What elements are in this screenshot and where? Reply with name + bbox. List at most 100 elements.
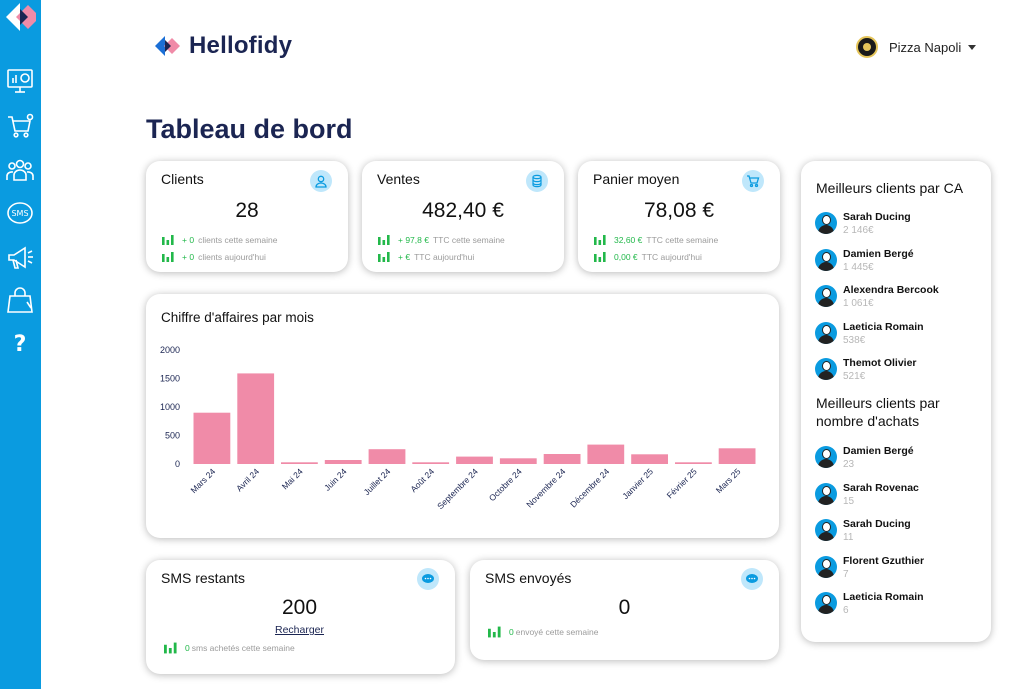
client-value: 11 — [843, 532, 854, 543]
list-item[interactable]: Sarah Ducing 11 — [815, 518, 911, 545]
list-item[interactable]: Alexendra Bercook 1 061€ — [815, 284, 939, 311]
stat-value: + 0 — [182, 252, 195, 262]
card-title: Clients — [161, 171, 204, 187]
x-tick-label: Novembre 24 — [524, 466, 567, 509]
chart-title: Chiffre d'affaires par mois — [161, 310, 314, 325]
x-tick-label: Mars 24 — [189, 466, 218, 495]
client-name: Alexendra Bercook — [843, 284, 939, 296]
chart-bar[interactable] — [368, 449, 406, 464]
client-value: 521€ — [843, 371, 866, 382]
list-item[interactable]: Damien Bergé 1 445€ — [815, 248, 914, 275]
brand[interactable]: Hellofidy — [155, 32, 292, 60]
client-name: Sarah Rovenac — [843, 482, 919, 494]
user-icon — [310, 170, 332, 192]
client-name: Laeticia Romain — [843, 321, 924, 333]
y-tick-label: 1000 — [160, 402, 180, 412]
client-name: Themot Olivier — [843, 357, 917, 369]
chart-bar[interactable] — [543, 454, 581, 464]
x-tick-label: Janvier 25 — [620, 466, 655, 501]
chart-bar[interactable] — [675, 462, 712, 464]
help-icon[interactable]: ? — [5, 328, 35, 358]
stat-week: 0 envoyé cette semaine — [488, 626, 598, 638]
x-tick-label: Février 25 — [665, 466, 699, 500]
sidebar: SMS ? — [0, 0, 41, 689]
chart-bar[interactable] — [237, 373, 275, 464]
client-value: 6 — [843, 605, 849, 616]
chart-bar[interactable] — [631, 454, 668, 464]
stat-week: 0 sms achetés cette semaine — [164, 642, 295, 654]
client-value: 538€ — [843, 335, 866, 346]
x-tick-label: Mai 24 — [280, 466, 305, 491]
chart-bar[interactable] — [587, 444, 625, 464]
list-item[interactable]: Themot Olivier 521€ — [815, 357, 917, 384]
stat-label: TTC aujourd'hui — [641, 252, 702, 262]
recharger-link[interactable]: Recharger — [274, 624, 325, 636]
avatar — [815, 285, 837, 307]
ranking-title-line: Meilleurs clients par — [816, 395, 940, 411]
avatar — [815, 592, 837, 614]
x-tick-label: Avril 24 — [234, 466, 261, 493]
stat-week: 32,60 € TTC cette semaine — [594, 235, 718, 245]
shopping-bag-icon[interactable] — [5, 286, 35, 316]
panier-card: Panier moyen 78,08 € 32,60 € TTC cette s… — [578, 161, 780, 272]
stat-today: 0,00 € TTC aujourd'hui — [594, 252, 702, 262]
chart-bar[interactable] — [281, 462, 318, 464]
chart-bar[interactable] — [499, 458, 537, 464]
avatar — [815, 446, 837, 468]
list-item[interactable]: Sarah Ducing 2 146€ — [815, 211, 911, 238]
chart-bar[interactable] — [324, 460, 362, 464]
card-title: SMS restants — [161, 570, 246, 586]
chart-bar[interactable] — [718, 448, 756, 464]
list-item[interactable]: Sarah Rovenac 15 — [815, 482, 919, 509]
avatar — [815, 358, 837, 380]
list-item[interactable]: Laeticia Romain 6 — [815, 591, 924, 618]
stat-label: TTC cette semaine — [432, 235, 505, 245]
app-logo-icon[interactable] — [4, 2, 36, 32]
sms-envoyes-card: SMS envoyés 0 0 envoyé cette semaine — [470, 560, 779, 660]
bar-chart-icon — [162, 235, 174, 245]
user-name: Pizza Napoli — [889, 39, 962, 55]
avatar — [815, 483, 837, 505]
x-tick-label: Septembre 24 — [435, 466, 480, 511]
y-tick-label: 2000 — [160, 345, 180, 355]
chart-bar[interactable] — [412, 462, 450, 464]
list-item[interactable]: Florent Gzuthier 7 — [815, 555, 924, 582]
client-name: Laeticia Romain — [843, 591, 924, 603]
chart-bar[interactable] — [193, 412, 231, 464]
bar-chart-icon — [378, 235, 390, 245]
sms-restants-card: SMS restants 200 Recharger 0 sms achetés… — [146, 560, 455, 674]
client-value: 7 — [843, 569, 849, 580]
bar-chart-icon — [164, 642, 177, 654]
x-tick-label: Juillet 24 — [362, 466, 393, 497]
ventes-card: Ventes 482,40 € + 97,8 € TTC cette semai… — [362, 161, 564, 272]
sms-icon[interactable]: SMS — [5, 199, 35, 229]
dashboard-icon[interactable] — [5, 66, 35, 96]
chat-icon — [741, 568, 763, 590]
chart-bar[interactable] — [456, 456, 493, 464]
card-value: 0 — [618, 596, 631, 619]
chat-icon — [417, 568, 439, 590]
y-tick-label: 0 — [175, 459, 180, 469]
stat-label: TTC cette semaine — [646, 235, 719, 245]
megaphone-icon[interactable] — [5, 243, 35, 273]
ranking-title-line: nombre d'achats — [816, 413, 920, 429]
bar-chart-icon — [594, 252, 606, 262]
card-title: Ventes — [377, 171, 420, 187]
x-tick-label: Décembre 24 — [568, 466, 611, 509]
svg-text:?: ? — [14, 332, 27, 357]
rankings-card: Meilleurs clients par CA Sarah Ducing 2 1… — [801, 161, 991, 642]
card-value: 200 — [281, 596, 318, 619]
bar-chart-icon — [378, 252, 390, 262]
user-menu[interactable]: Pizza Napoli — [856, 36, 977, 58]
customers-icon[interactable] — [5, 155, 35, 185]
stat-label: clients aujourd'hui — [198, 252, 266, 262]
stat-week: + 97,8 € TTC cette semaine — [378, 235, 505, 245]
stat-value: 0,00 € — [614, 252, 638, 262]
client-value: 1 061€ — [843, 298, 874, 309]
x-tick-label: Août 24 — [408, 466, 436, 494]
avatar — [815, 212, 837, 234]
list-item[interactable]: Damien Bergé 23 — [815, 445, 914, 472]
cart-icon[interactable] — [5, 111, 35, 141]
card-value: 78,08 € — [643, 199, 715, 222]
list-item[interactable]: Laeticia Romain 538€ — [815, 321, 924, 348]
